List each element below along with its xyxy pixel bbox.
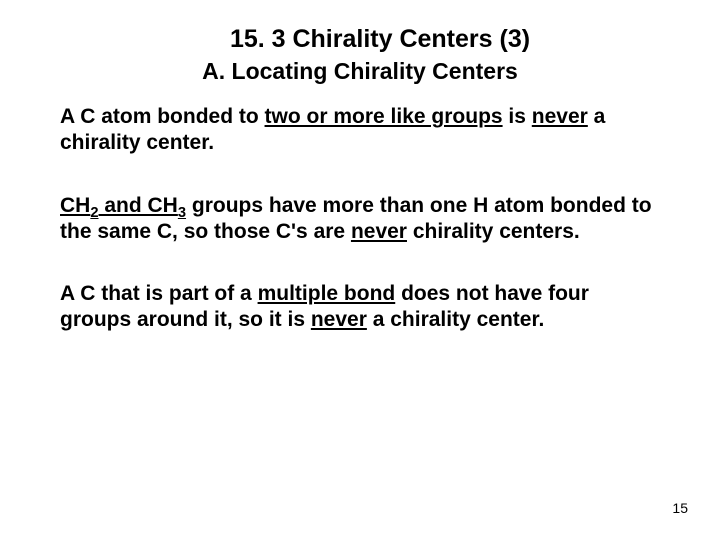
text-run: never xyxy=(311,308,367,331)
page-number: 15 xyxy=(672,500,688,516)
text-run: CH xyxy=(60,194,90,217)
text-run: 3 xyxy=(178,205,186,221)
text-run: chirality centers. xyxy=(407,220,580,243)
text-run: 2 xyxy=(90,205,98,221)
text-run: never xyxy=(532,105,588,128)
text-run: A C atom bonded to xyxy=(60,105,265,128)
paragraph-3: A C that is part of a multiple bond does… xyxy=(60,281,660,334)
paragraph-1: A C atom bonded to two or more like grou… xyxy=(60,104,660,157)
text-run: a chirality center. xyxy=(367,308,544,331)
slide-subtitle: A. Locating Chirality Centers xyxy=(60,57,660,86)
text-run: and CH xyxy=(99,194,178,217)
text-run: A C that is part of a xyxy=(60,282,258,305)
text-run: never xyxy=(351,220,407,243)
text-run: is xyxy=(503,105,532,128)
text-run: two or more like groups xyxy=(265,105,503,128)
paragraph-2: CH2 and CH3 groups have more than one H … xyxy=(60,193,660,246)
slide-title: 15. 3 Chirality Centers (3) xyxy=(60,24,660,55)
text-run: multiple bond xyxy=(258,282,396,305)
